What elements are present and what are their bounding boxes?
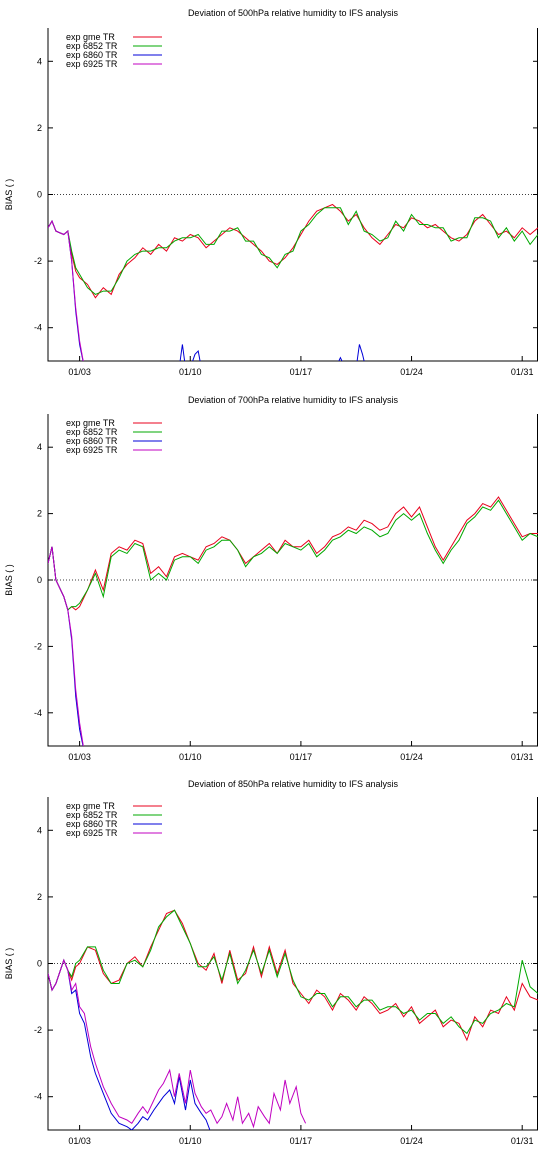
legend-label-2: exp 6852 TR — [66, 427, 118, 437]
y-tick-label: 0 — [37, 190, 42, 200]
x-tick-label: 01/31 — [511, 752, 534, 762]
chart-title: Deviation of 700hPa relative humidity to… — [188, 395, 399, 405]
y-tick-label: 2 — [37, 509, 42, 519]
legend-label-2: exp 6852 TR — [66, 41, 118, 51]
legend-label-1: exp gme TR — [66, 32, 115, 42]
legend-label-3: exp 6860 TR — [66, 819, 118, 829]
series-line-3 — [48, 546, 84, 746]
y-axis-label: BIAS ( ) — [4, 948, 14, 980]
series-line-2 — [48, 499, 538, 611]
x-tick-label: 01/31 — [511, 1136, 534, 1146]
x-tick-label: 01/10 — [179, 752, 202, 762]
chart-1: Deviation of 500hPa relative humidity to… — [4, 8, 538, 377]
y-tick-label: -2 — [34, 256, 42, 266]
x-tick-label: 01/17 — [290, 752, 313, 762]
y-axis-label: BIAS ( ) — [4, 564, 14, 596]
y-tick-label: 4 — [37, 442, 42, 452]
legend-label-2: exp 6852 TR — [66, 810, 118, 820]
x-tick-label: 01/03 — [68, 752, 91, 762]
legend-label-1: exp gme TR — [66, 801, 115, 811]
series-line-2 — [48, 207, 538, 295]
plot-frame — [47, 28, 538, 362]
y-tick-label: 2 — [37, 123, 42, 133]
plot-frame — [47, 414, 538, 747]
x-tick-label: 01/24 — [400, 1136, 423, 1146]
legend-label-3: exp 6860 TR — [66, 436, 118, 446]
series-line-4 — [48, 958, 307, 1129]
legend-label-4: exp 6925 TR — [66, 828, 118, 838]
y-tick-label: 4 — [37, 825, 42, 835]
x-tick-label: 01/10 — [179, 367, 202, 377]
y-tick-label: -2 — [34, 641, 42, 651]
x-tick-label: 01/31 — [511, 367, 534, 377]
y-axis-label: BIAS ( ) — [4, 179, 14, 211]
chart-title: Deviation of 850hPa relative humidity to… — [188, 779, 399, 789]
x-tick-label: 01/03 — [68, 367, 91, 377]
x-tick-label: 01/17 — [290, 367, 313, 377]
y-tick-label: -4 — [34, 708, 42, 718]
y-tick-label: -4 — [34, 323, 42, 333]
y-tick-label: -4 — [34, 1092, 42, 1102]
plot-frame — [47, 797, 538, 1131]
legend-label-1: exp gme TR — [66, 418, 115, 428]
y-tick-label: 2 — [37, 892, 42, 902]
series-line-4 — [48, 219, 84, 361]
y-tick-label: 0 — [37, 959, 42, 969]
x-tick-label: 01/03 — [68, 1136, 91, 1146]
legend-label-3: exp 6860 TR — [66, 50, 118, 60]
legend-label-4: exp 6925 TR — [66, 445, 118, 455]
x-tick-label: 01/24 — [400, 367, 423, 377]
series-line-1 — [48, 909, 538, 1042]
y-tick-label: 4 — [37, 56, 42, 66]
series-line-3 — [48, 958, 211, 1130]
x-tick-label: 01/17 — [290, 1136, 313, 1146]
chart-title: Deviation of 500hPa relative humidity to… — [188, 8, 399, 18]
series-line-1 — [48, 496, 538, 611]
y-tick-label: -2 — [34, 1025, 42, 1035]
chart-2: Deviation of 700hPa relative humidity to… — [4, 395, 538, 762]
series-line-2 — [48, 909, 538, 1035]
x-tick-label: 01/10 — [179, 1136, 202, 1146]
y-tick-label: 0 — [37, 575, 42, 585]
chart-3: Deviation of 850hPa relative humidity to… — [4, 779, 538, 1146]
x-tick-label: 01/24 — [400, 752, 423, 762]
series-line-4 — [48, 546, 84, 746]
legend-label-4: exp 6925 TR — [66, 59, 118, 69]
